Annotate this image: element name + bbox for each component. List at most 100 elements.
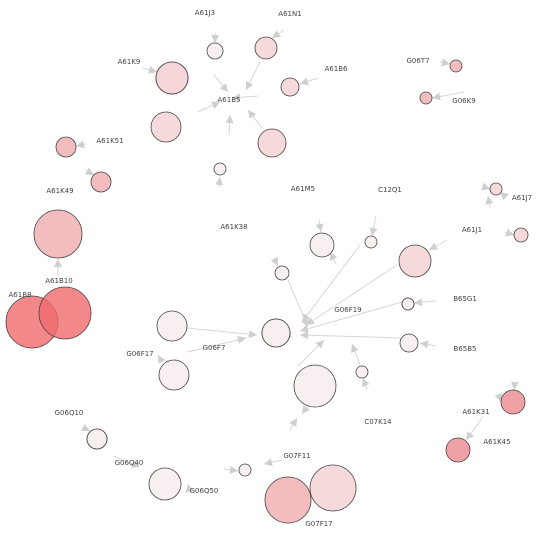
node-g07f17[interactable]	[264, 476, 312, 524]
node-a61k51[interactable]	[55, 136, 77, 158]
node-label-g06q40: G06Q40	[115, 459, 144, 467]
node-label-g06t7: G06T7	[406, 57, 429, 65]
edge-arrowhead-8	[248, 110, 257, 119]
node-label-g06f17: G06F17	[126, 350, 153, 358]
node-g07f11[interactable]	[238, 463, 252, 477]
edge-28	[299, 301, 403, 332]
edge-arrowhead-28	[300, 324, 309, 333]
node-a61k9[interactable]	[155, 61, 189, 95]
node-a61j3[interactable]	[206, 42, 224, 60]
node-label-a61m5: A61M5	[291, 185, 315, 193]
node-label-g06q10: G06Q10	[55, 409, 84, 417]
node-label-a61k51: A61K51	[96, 137, 123, 145]
edge-arrowhead-39	[361, 378, 370, 387]
edge-arrowhead-31	[300, 331, 309, 340]
edge-arrowhead-25	[302, 313, 311, 322]
node-a61j7[interactable]	[489, 182, 503, 196]
edge-arrowhead-45	[185, 484, 194, 493]
node-c12q1[interactable]	[364, 235, 378, 249]
edge-arrowhead-20	[54, 259, 62, 267]
node-g07f17b[interactable]	[309, 464, 357, 512]
node-a61m5[interactable]	[309, 232, 335, 258]
edge-arrowhead-7	[211, 101, 220, 109]
node-g06t7[interactable]	[449, 59, 463, 73]
edge-arrowhead-18	[485, 196, 494, 205]
edge-arrowhead-0	[211, 35, 219, 43]
node-big-center[interactable]	[293, 364, 337, 408]
node-a61b6[interactable]	[280, 77, 300, 97]
node-label-b65b5: B65B5	[454, 345, 477, 353]
edge-34	[185, 327, 258, 336]
node-label-g06k9: G06K9	[452, 97, 475, 105]
edge-arrowhead-15	[481, 182, 490, 191]
edge-arrowhead-29	[414, 298, 423, 307]
node-label-a61j7: A61J7	[512, 194, 532, 202]
node-label-a61k49: A61K49	[46, 187, 73, 195]
edge-arrowhead-35	[158, 355, 166, 364]
node-a61k31[interactable]	[500, 389, 526, 415]
node-label-g07f17: G07F17	[305, 520, 332, 528]
node-g06f17a[interactable]	[156, 310, 188, 342]
edge-arrowhead-27	[301, 318, 309, 327]
node-a61k45[interactable]	[445, 437, 471, 463]
edge-arrowhead-10	[215, 177, 224, 186]
node-g06f7[interactable]	[261, 318, 291, 348]
node-a61b5-lower[interactable]	[257, 128, 287, 158]
node-a61n1[interactable]	[254, 36, 278, 60]
edge-arrowhead-42	[494, 393, 503, 402]
edge-arrowhead-9	[225, 115, 234, 124]
edge-arrowhead-43	[81, 423, 90, 431]
node-a61j7b[interactable]	[513, 227, 529, 243]
node-label-c12q1: C12Q1	[378, 186, 402, 194]
node-g06k9[interactable]	[419, 91, 433, 105]
node-g06f17b[interactable]	[158, 359, 190, 391]
node-a61k38[interactable]	[274, 265, 290, 281]
node-b65g1[interactable]	[401, 297, 415, 311]
node-label-a61k9: A61K9	[118, 58, 141, 66]
node-label-c07k14: C07K14	[364, 418, 392, 426]
node-label-a61k45: A61K45	[483, 438, 510, 446]
nodes-layer	[5, 36, 529, 524]
node-g06q40[interactable]	[86, 428, 108, 450]
node-label-g06q50: G06Q50	[190, 487, 219, 495]
edge-arrowhead-38	[302, 405, 310, 414]
node-a61j1[interactable]	[398, 244, 432, 278]
node-label-a61n1: A61N1	[278, 10, 301, 18]
edge-arrowhead-16	[500, 192, 509, 201]
node-a61k51-ring[interactable]	[150, 111, 182, 143]
edge-31	[299, 334, 403, 339]
node-a61b10[interactable]	[33, 209, 83, 259]
node-b65b5[interactable]	[399, 333, 419, 353]
edge-arrowhead-36	[237, 335, 246, 344]
node-a61b10b[interactable]	[38, 286, 92, 340]
labels-layer: A61J3 A61N1 A61K9 A61B6 A61B5 G06T7 G06K9 A61K5…	[9, 9, 533, 528]
node-g06q50[interactable]	[148, 467, 182, 501]
node-label-a61b10: A61B10	[45, 277, 72, 285]
edge-arrowhead-32	[351, 344, 359, 353]
edge-arrowhead-4	[232, 93, 241, 102]
edge-arrowhead-13	[76, 140, 85, 149]
edge-arrowhead-22	[369, 227, 378, 236]
edge-arrowhead-19	[429, 242, 438, 250]
edge-arrowhead-3	[300, 77, 309, 86]
edge-arrowhead-5	[219, 83, 228, 92]
edge-arrowhead-48	[289, 418, 297, 427]
edge-arrowhead-1	[272, 30, 281, 38]
edge-arrowhead-17	[505, 228, 514, 237]
node-label-a61b6: A61B6	[325, 65, 348, 73]
node-label-a61b5: A61B5	[218, 96, 241, 104]
edge-26	[305, 264, 398, 326]
edge-arrowhead-12	[432, 92, 441, 101]
edge-arrowhead-34	[248, 330, 257, 339]
node-c07k14[interactable]	[355, 365, 369, 379]
edge-arrowhead-30	[420, 340, 429, 349]
node-a61k38-top[interactable]	[213, 162, 227, 176]
edge-arrowhead-47	[229, 465, 238, 474]
edge-27	[287, 279, 309, 328]
node-label-a61j3: A61J3	[195, 9, 215, 17]
edge-arrowhead-37	[315, 340, 324, 349]
node-label-a61k38: A61K38	[220, 223, 247, 231]
edge-arrowhead-6	[246, 81, 254, 90]
node-a61k49[interactable]	[90, 171, 112, 193]
